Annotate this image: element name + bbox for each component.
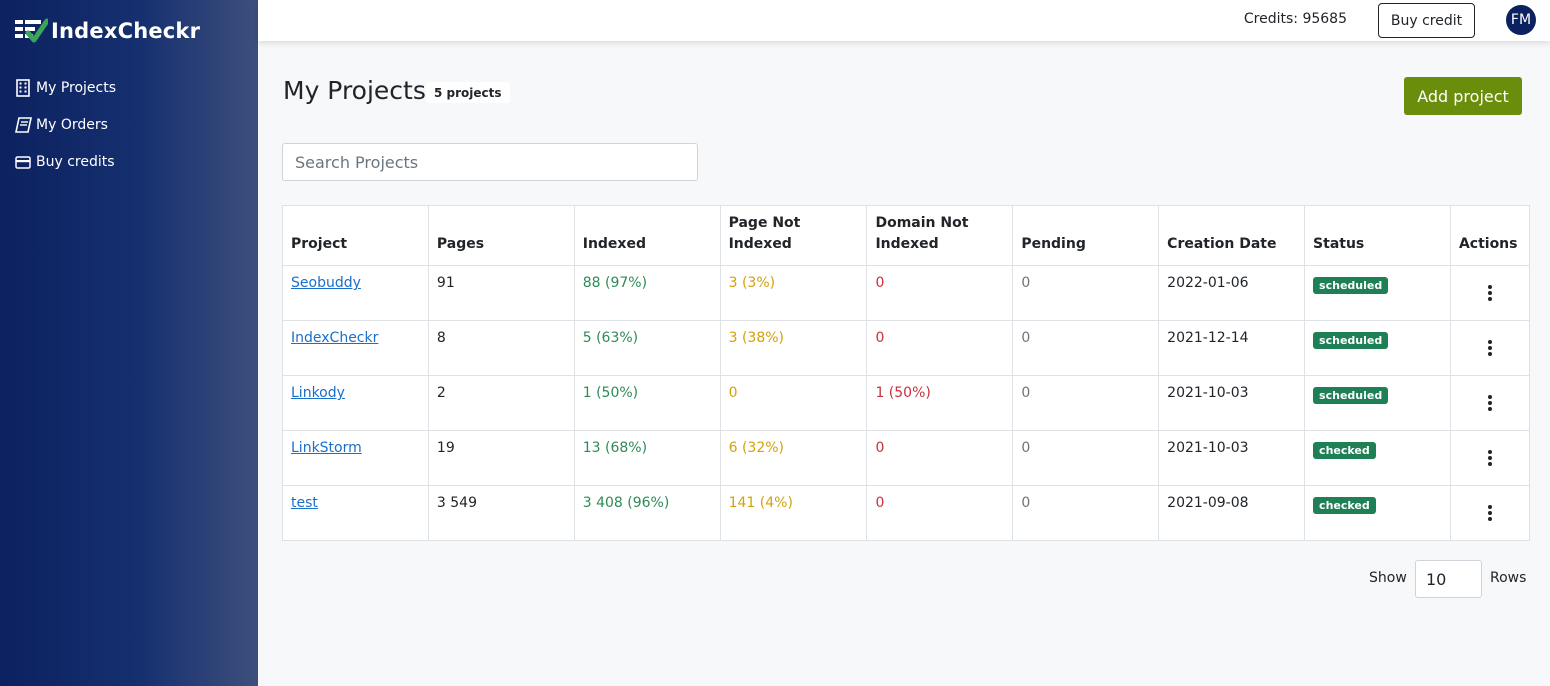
column-header-pending: Pending: [1012, 205, 1160, 266]
indexed-cell: 3 408 (96%): [573, 485, 721, 541]
building-icon: [14, 79, 32, 97]
project-link[interactable]: IndexCheckr: [291, 330, 379, 346]
pages-cell: 91: [427, 265, 575, 321]
status-badge: scheduled: [1313, 387, 1389, 404]
book-icon: [14, 116, 32, 134]
indexed-cell: 1 (50%): [573, 375, 721, 431]
project-link[interactable]: Linkody: [291, 385, 345, 401]
column-header-domain-not-indexed: Domain Not Indexed: [866, 205, 1014, 266]
domain-not-indexed-cell: 0: [866, 485, 1014, 541]
sidebar-item-label: Buy credits: [36, 154, 115, 170]
show-label: Show: [1369, 570, 1407, 586]
pending-cell: 0: [1012, 375, 1160, 431]
brand-logo[interactable]: IndexCheckr: [14, 13, 200, 49]
row-actions-menu-icon[interactable]: [1459, 275, 1521, 302]
table-header-row: Project Pages Indexed Page Not Indexed D…: [282, 205, 1531, 266]
sidebar-item-my-orders[interactable]: My Orders: [14, 113, 116, 137]
row-actions-menu-icon[interactable]: [1459, 330, 1521, 357]
rows-label: Rows: [1490, 570, 1527, 586]
status-badge: scheduled: [1313, 332, 1389, 349]
column-header-indexed: Indexed: [573, 205, 721, 266]
sidebar-item-label: My Projects: [36, 80, 117, 96]
creation-date-cell: 2021-10-03: [1158, 375, 1306, 431]
domain-not-indexed-cell: 1 (50%): [866, 375, 1014, 431]
pages-cell: 19: [427, 430, 575, 486]
page-not-indexed-cell: 3 (3%): [719, 265, 868, 321]
page-not-indexed-cell: 0: [719, 375, 868, 431]
sidebar: IndexCheckr My Projects My Orders Buy cr…: [0, 0, 258, 686]
column-header-actions: Actions: [1449, 205, 1531, 266]
creation-date-cell: 2021-09-08: [1158, 485, 1306, 541]
indexed-cell: 88 (97%): [573, 265, 721, 321]
sidebar-nav: My Projects My Orders Buy credits: [14, 76, 116, 187]
indexed-cell: 5 (63%): [573, 320, 721, 376]
status-badge: checked: [1313, 497, 1376, 514]
pages-cell: 8: [427, 320, 575, 376]
row-actions-menu-icon[interactable]: [1459, 495, 1521, 522]
column-header-creation-date: Creation Date: [1158, 205, 1306, 266]
page-not-indexed-cell: 141 (4%): [719, 485, 868, 541]
project-link[interactable]: Seobuddy: [291, 275, 361, 291]
table-row: IndexCheckr 8 5 (63%) 3 (38%) 0 0 2021-1…: [282, 320, 1531, 376]
avatar[interactable]: FM: [1506, 5, 1536, 35]
add-project-button[interactable]: Add project: [1404, 77, 1522, 115]
column-header-project: Project: [282, 205, 429, 266]
project-link[interactable]: test: [291, 495, 318, 511]
logo-checklist-icon: [14, 17, 50, 45]
credit-card-icon: [14, 153, 32, 171]
project-count-badge: 5 projects: [426, 82, 510, 103]
top-bar: Credits: 95685 Buy credit FM: [258, 0, 1550, 41]
pending-cell: 0: [1012, 430, 1160, 486]
creation-date-cell: 2022-01-06: [1158, 265, 1306, 321]
sidebar-item-label: My Orders: [36, 117, 108, 133]
page-title: My Projects: [283, 76, 426, 105]
sidebar-item-buy-credits[interactable]: Buy credits: [14, 150, 116, 174]
creation-date-cell: 2021-10-03: [1158, 430, 1306, 486]
search-input[interactable]: [282, 143, 698, 181]
brand-name: IndexCheckr: [51, 19, 201, 43]
sidebar-item-my-projects[interactable]: My Projects: [14, 76, 116, 100]
credits-balance: Credits: 95685: [1243, 11, 1347, 27]
status-badge: scheduled: [1313, 277, 1389, 294]
table-row: LinkStorm 19 13 (68%) 6 (32%) 0 0 2021-1…: [282, 430, 1531, 486]
page-not-indexed-cell: 6 (32%): [719, 430, 868, 486]
buy-credit-button[interactable]: Buy credit: [1378, 3, 1475, 38]
table-row: Linkody 2 1 (50%) 0 1 (50%) 0 2021-10-03…: [282, 375, 1531, 431]
domain-not-indexed-cell: 0: [866, 430, 1014, 486]
pages-cell: 3 549: [427, 485, 575, 541]
rows-per-page-input[interactable]: [1415, 560, 1482, 598]
column-header-status: Status: [1304, 205, 1451, 266]
domain-not-indexed-cell: 0: [866, 265, 1014, 321]
creation-date-cell: 2021-12-14: [1158, 320, 1306, 376]
column-header-page-not-indexed: Page Not Indexed: [719, 205, 868, 266]
row-actions-menu-icon[interactable]: [1459, 385, 1521, 412]
indexed-cell: 13 (68%): [573, 430, 721, 486]
row-actions-menu-icon[interactable]: [1459, 440, 1521, 467]
column-header-pages: Pages: [427, 205, 575, 266]
table-row: Seobuddy 91 88 (97%) 3 (3%) 0 0 2022-01-…: [282, 265, 1531, 321]
table-row: test 3 549 3 408 (96%) 141 (4%) 0 0 2021…: [282, 485, 1531, 541]
pages-cell: 2: [427, 375, 575, 431]
page-not-indexed-cell: 3 (38%): [719, 320, 868, 376]
projects-table: Project Pages Indexed Page Not Indexed D…: [282, 205, 1531, 541]
pending-cell: 0: [1012, 320, 1160, 376]
domain-not-indexed-cell: 0: [866, 320, 1014, 376]
project-link[interactable]: LinkStorm: [291, 440, 362, 456]
pending-cell: 0: [1012, 485, 1160, 541]
status-badge: checked: [1313, 442, 1376, 459]
pending-cell: 0: [1012, 265, 1160, 321]
